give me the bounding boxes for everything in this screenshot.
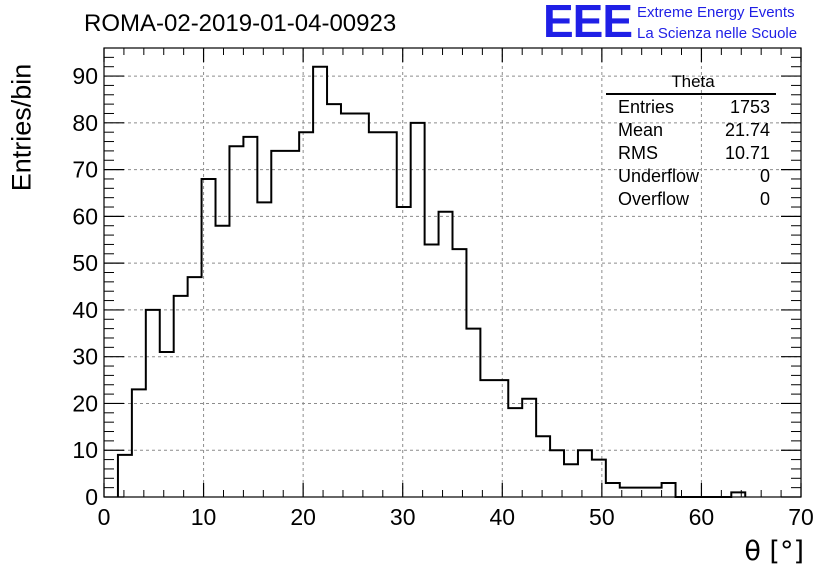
- histogram-bin: [522, 399, 536, 497]
- histogram-bin: [662, 483, 676, 497]
- x-tick-label: 60: [689, 504, 715, 530]
- plot-frame: [103, 47, 802, 498]
- logo-text-line1: Extreme Energy Events: [637, 4, 795, 21]
- histogram-bin: [132, 389, 146, 497]
- y-axis-label-text: Entries/bin: [6, 63, 37, 192]
- x-tick-label: 10: [191, 504, 217, 530]
- x-tick-label: 70: [788, 504, 814, 530]
- stats-label: Overflow: [618, 189, 690, 209]
- histogram-bin: [634, 488, 648, 497]
- stats-value: 0: [759, 166, 770, 186]
- histogram-bin: [174, 296, 188, 497]
- histogram-bin: [480, 380, 494, 497]
- tick-labels: 0 10 20 30 40 50 60 70 0 10 20 30 40 50 60 70 80 90: [72, 63, 813, 530]
- stats-value: 21.74: [724, 120, 770, 140]
- histogram-series-line: [116, 65, 747, 498]
- histogram-bin: [355, 113, 369, 497]
- x-tick-label: 50: [589, 504, 615, 530]
- histogram-bin: [578, 450, 592, 497]
- histogram-bin: [550, 450, 564, 497]
- histogram-bin: [341, 113, 355, 497]
- histogram-bin: [564, 464, 578, 497]
- histogram-bin: [466, 329, 480, 497]
- histogram-bin: [453, 249, 467, 497]
- x-tick-label: 0: [98, 504, 111, 530]
- histogram-bin: [536, 436, 550, 497]
- stats-row-overflow: Overflow 0: [606, 188, 776, 211]
- y-tick-label: 90: [72, 63, 98, 89]
- stats-value: 1753: [729, 97, 770, 117]
- stats-row-underflow: Underflow 0: [606, 165, 776, 188]
- stats-label: Mean: [618, 120, 664, 140]
- histogram-bin: [369, 132, 383, 497]
- stats-label: Entries: [618, 97, 675, 117]
- histogram-bin: [243, 137, 257, 497]
- y-tick-label: 0: [85, 484, 98, 510]
- stats-label: Underflow: [618, 166, 700, 186]
- chart-title: ROMA-02-2019-01-04-00923: [84, 10, 397, 37]
- histogram-bin: [494, 380, 508, 497]
- y-tick-label: 80: [72, 110, 98, 136]
- x-tick-label: 20: [290, 504, 316, 530]
- eee-logo-icon: EEE: [543, 0, 633, 47]
- y-tick-label: 40: [72, 297, 98, 323]
- stats-row-rms: RMS 10.71: [606, 142, 776, 165]
- histogram-bin: [271, 151, 285, 497]
- grid-lines: [104, 48, 801, 497]
- y-tick-label: 70: [72, 157, 98, 183]
- histogram-bin: [592, 460, 606, 497]
- histogram-bin: [425, 244, 439, 497]
- x-axis-label: θ [°]: [744, 536, 804, 567]
- x-tick-label: 30: [390, 504, 416, 530]
- stats-title: Theta: [606, 72, 776, 95]
- histogram-bin: [313, 67, 327, 497]
- histogram-bin: [285, 151, 299, 497]
- histogram-bin: [439, 212, 453, 497]
- histogram-bin: [383, 132, 397, 497]
- histogram-bin: [299, 132, 313, 497]
- histogram-bin: [118, 455, 132, 497]
- y-tick-label: 60: [72, 203, 98, 229]
- stats-row-entries: Entries 1753: [606, 96, 776, 119]
- stats-value: 0: [759, 189, 770, 209]
- stats-value: 10.71: [724, 143, 770, 163]
- x-tick-label: 40: [489, 504, 515, 530]
- histogram-bin: [257, 202, 271, 497]
- histogram-bin: [229, 146, 243, 497]
- histogram-bin: [216, 226, 230, 497]
- stats-label: RMS: [618, 143, 658, 163]
- histogram-bin: [160, 352, 174, 497]
- histogram-bin: [606, 483, 620, 497]
- y-tick-label: 20: [72, 390, 98, 416]
- histogram-bin: [327, 104, 341, 497]
- stats-box: Theta Entries 1753 Mean 21.74 RMS 10.71 …: [606, 72, 776, 211]
- histogram-bin: [648, 488, 662, 497]
- histogram-bin: [508, 408, 522, 497]
- logo-text-line2: La Scienza nelle Scuole: [637, 25, 798, 42]
- y-tick-label: 10: [72, 437, 98, 463]
- histogram-bin: [397, 207, 411, 497]
- stats-row-mean: Mean 21.74: [606, 119, 776, 142]
- y-tick-label: 30: [72, 344, 98, 370]
- y-tick-label: 50: [72, 250, 98, 276]
